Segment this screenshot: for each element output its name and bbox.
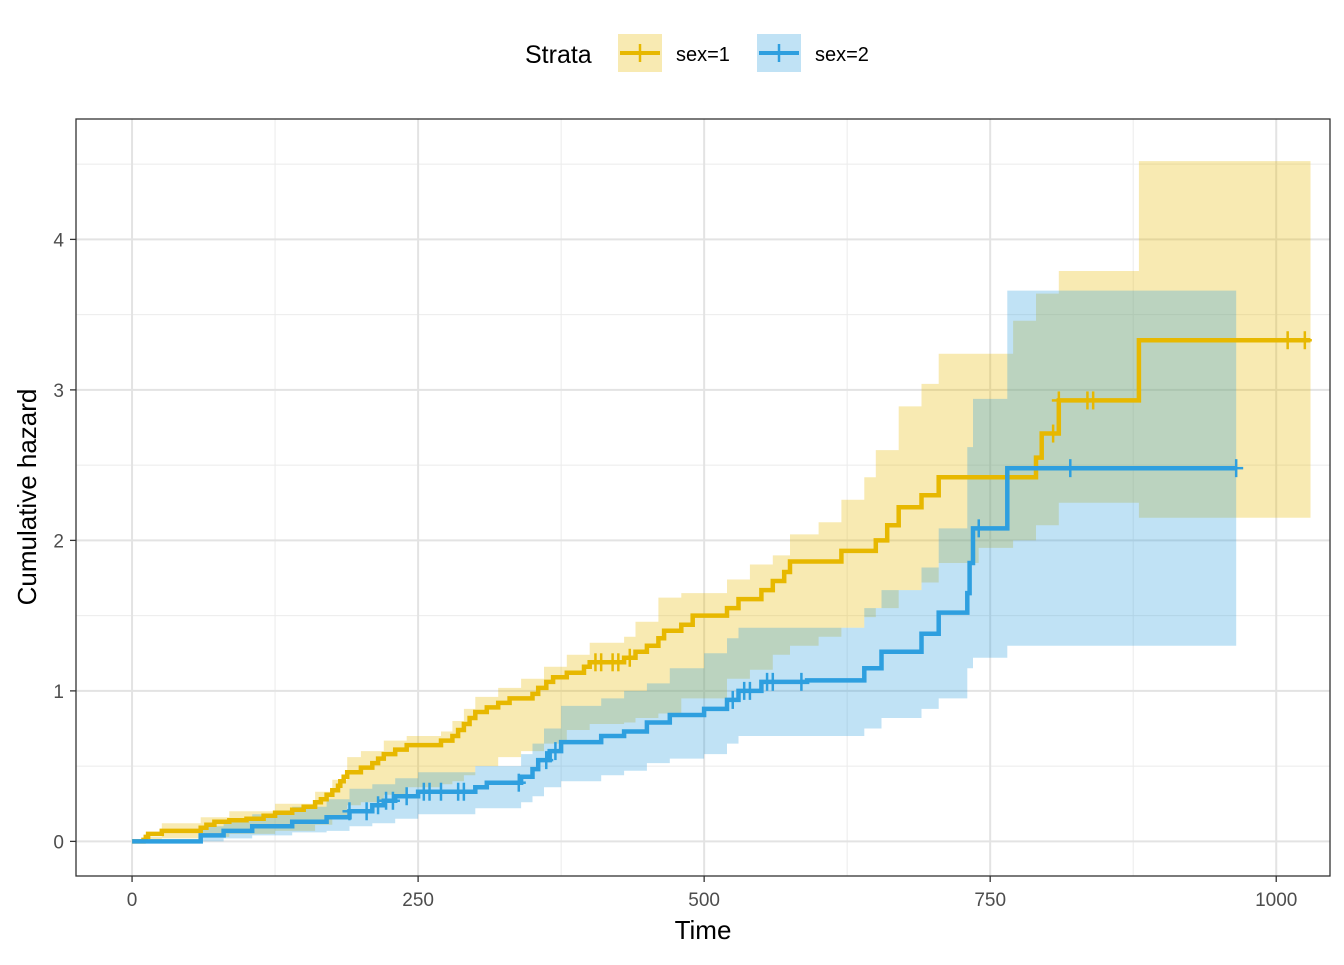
y-tick-label: 4 bbox=[53, 230, 64, 251]
x-tick-label: 750 bbox=[974, 890, 1006, 911]
legend-title: Strata bbox=[525, 41, 592, 69]
sex-1-hazard-line bbox=[132, 337, 1311, 844]
x-tick-label: 0 bbox=[127, 890, 138, 911]
x-axis-ticks: 0 250 500 750 1000 bbox=[127, 876, 1297, 911]
censor-marks bbox=[342, 331, 1312, 821]
x-tick-label: 1000 bbox=[1255, 890, 1297, 911]
y-axis-ticks: 0 1 2 3 4 bbox=[53, 230, 76, 853]
y-tick-label: 0 bbox=[53, 832, 64, 853]
x-tick-label: 500 bbox=[688, 890, 720, 911]
legend-label-sex-1: sex=1 bbox=[676, 44, 730, 66]
legend-key-sex-1 bbox=[618, 34, 662, 72]
legend-label-sex-2: sex=2 bbox=[815, 44, 869, 66]
y-tick-label: 3 bbox=[53, 381, 64, 402]
legend: Strata sex=1 sex=2 bbox=[525, 34, 869, 72]
legend-key-sex-2 bbox=[757, 34, 801, 72]
plot-panel-background bbox=[76, 119, 1330, 876]
y-tick-label: 1 bbox=[53, 682, 64, 703]
grid-lines bbox=[76, 119, 1330, 876]
x-tick-label: 250 bbox=[402, 890, 434, 911]
plot-panel-border bbox=[75, 118, 1331, 877]
sex-1-confidence-band bbox=[132, 161, 1311, 843]
x-axis-title: Time bbox=[675, 915, 732, 945]
y-tick-label: 2 bbox=[53, 531, 64, 552]
sex-2-confidence-band bbox=[132, 290, 1237, 842]
y-axis-title: Cumulative hazard bbox=[12, 389, 42, 606]
confidence-bands bbox=[132, 161, 1311, 843]
